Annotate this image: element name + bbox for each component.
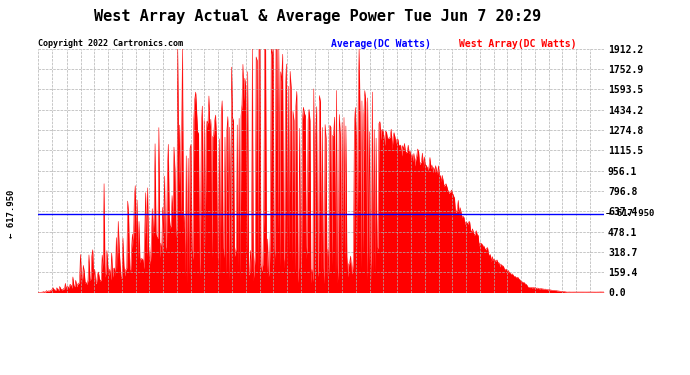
Text: West Array(DC Watts): West Array(DC Watts)	[459, 39, 576, 50]
Text: Average(DC Watts): Average(DC Watts)	[331, 39, 431, 50]
Text: Copyright 2022 Cartronics.com: Copyright 2022 Cartronics.com	[38, 39, 183, 48]
Text: West Array Actual & Average Power Tue Jun 7 20:29: West Array Actual & Average Power Tue Ju…	[94, 9, 541, 24]
Text: ← 617.950: ← 617.950	[7, 189, 16, 238]
Text: → 617.950: → 617.950	[606, 209, 654, 218]
